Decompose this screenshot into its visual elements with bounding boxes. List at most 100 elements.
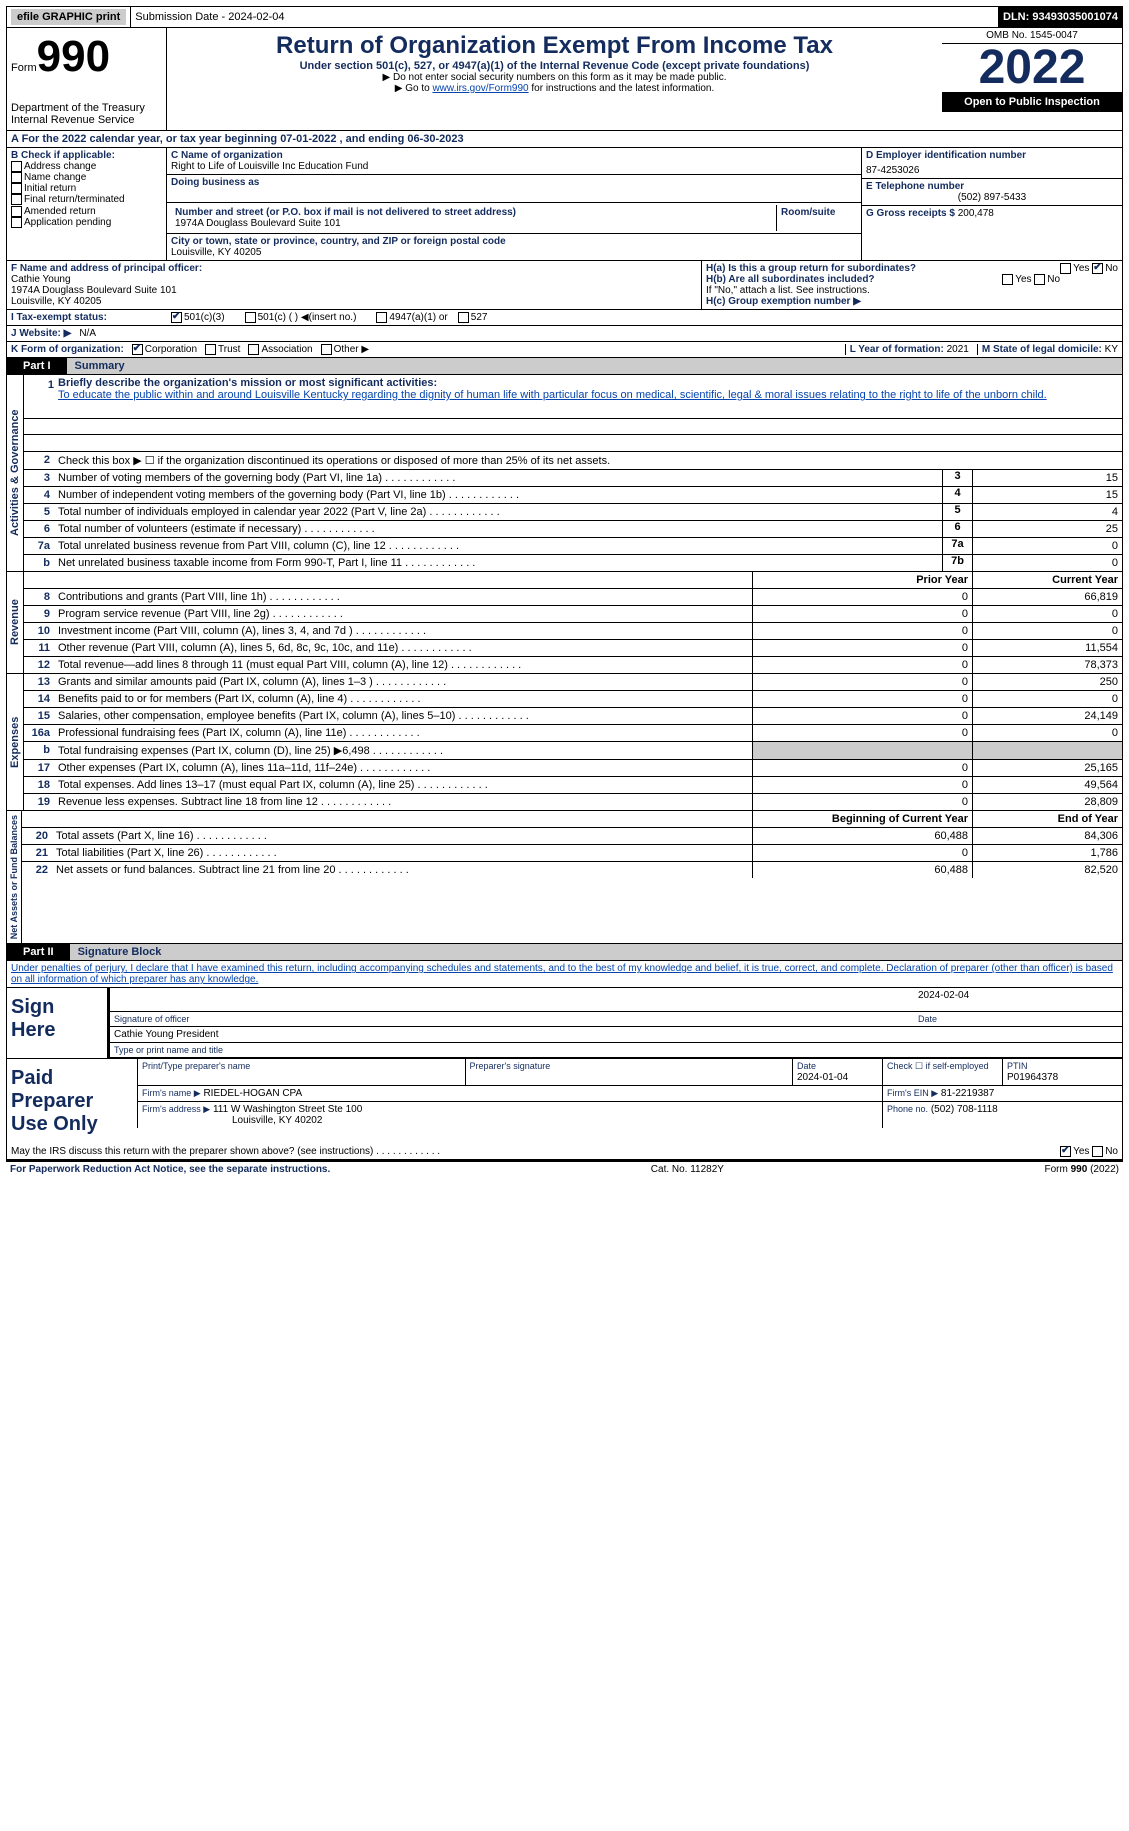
firm-city: Louisville, KY 40202	[232, 1115, 322, 1126]
check-other[interactable]	[321, 344, 332, 355]
ha-label: H(a) Is this a group return for subordin…	[706, 263, 916, 274]
prior-year-header: Prior Year	[752, 572, 972, 588]
irs-label: Internal Revenue Service	[11, 114, 162, 126]
form-note2-post: for instructions and the latest informat…	[531, 83, 714, 94]
tax-year-row: A For the 2022 calendar year, or tax yea…	[6, 131, 1123, 148]
state-domicile: KY	[1105, 344, 1118, 355]
check-corp[interactable]	[132, 344, 143, 355]
firm-phone-label: Phone no.	[887, 1104, 928, 1114]
firm-ein: 81-2219387	[941, 1088, 994, 1099]
check-initial[interactable]	[11, 183, 22, 194]
check-name[interactable]	[11, 172, 22, 183]
box-m-label: M State of legal domicile:	[982, 344, 1105, 355]
check-4947[interactable]	[376, 312, 387, 323]
box-j-label: J Website: ▶	[11, 328, 71, 339]
box-l-label: L Year of formation:	[850, 344, 947, 355]
check-name-label: Name change	[24, 172, 86, 183]
line2: Check this box ▶ ☐ if the organization d…	[54, 452, 1122, 469]
line1-label: Briefly describe the organization's miss…	[58, 377, 437, 389]
officer-name-label: Type or print name and title	[107, 1043, 1122, 1058]
org-address: 1974A Douglass Boulevard Suite 101	[175, 218, 772, 229]
sig-officer-label: Signature of officer	[114, 1014, 918, 1024]
check-initial-label: Initial return	[24, 183, 76, 194]
discuss-no[interactable]	[1092, 1146, 1103, 1157]
form-title: Return of Organization Exempt From Incom…	[175, 32, 934, 60]
discuss-label: May the IRS discuss this return with the…	[11, 1146, 373, 1157]
begin-year-header: Beginning of Current Year	[752, 811, 972, 827]
check-address-label: Address change	[24, 161, 96, 172]
org-city: Louisville, KY 40205	[171, 247, 857, 258]
box-b-label: B Check if applicable:	[11, 150, 162, 161]
check-trust[interactable]	[205, 344, 216, 355]
year-formation: 2021	[947, 344, 969, 355]
website-value: N/A	[79, 328, 96, 339]
phone-value: (502) 897-5433	[866, 192, 1118, 203]
gross-label: G Gross receipts $	[866, 208, 958, 219]
box-c-name-label: C Name of organization	[171, 150, 857, 161]
officer-addr: 1974A Douglass Boulevard Suite 101	[11, 285, 697, 296]
tax-year-big: 2022	[942, 44, 1122, 92]
efile-button[interactable]: efile GRAPHIC print	[11, 9, 126, 25]
check-527[interactable]	[458, 312, 469, 323]
check-501c[interactable]	[245, 312, 256, 323]
ha-yes[interactable]	[1060, 263, 1071, 274]
gross-value: 200,478	[958, 208, 994, 219]
end-year-header: End of Year	[972, 811, 1122, 827]
footer-cat: Cat. No. 11282Y	[651, 1164, 724, 1175]
form-subtitle: Under section 501(c), 527, or 4947(a)(1)…	[175, 60, 934, 72]
prep-sig-label: Preparer's signature	[470, 1061, 551, 1071]
sig-date-label: Date	[918, 1014, 1118, 1024]
org-name: Right to Life of Louisville Inc Educatio…	[171, 161, 857, 172]
ptin-label: PTIN	[1007, 1061, 1028, 1071]
sign-here-label: Sign Here	[7, 988, 107, 1058]
mission-text: To educate the public within and around …	[58, 389, 1047, 401]
room-label: Room/suite	[781, 207, 835, 218]
open-inspection: Open to Public Inspection	[942, 92, 1122, 112]
officer-name: Cathie Young	[11, 274, 697, 285]
form-header: Form 990 Department of the Treasury Inte…	[6, 28, 1123, 131]
dba-label: Doing business as	[171, 177, 857, 188]
discuss-yes[interactable]	[1060, 1146, 1071, 1157]
ein-label: D Employer identification number	[866, 150, 1118, 161]
footer-left: For Paperwork Reduction Act Notice, see …	[10, 1164, 330, 1175]
check-501c3[interactable]	[171, 312, 182, 323]
ein-value: 87-4253026	[866, 165, 1118, 176]
part1-num: Part I	[7, 358, 67, 374]
hb-no[interactable]	[1034, 274, 1045, 285]
irs-link[interactable]: www.irs.gov/Form990	[432, 83, 528, 94]
part2-num: Part II	[7, 944, 70, 960]
addr-label: Number and street (or P.O. box if mail i…	[175, 207, 772, 218]
firm-name-label: Firm's name ▶	[142, 1088, 201, 1098]
dept-treasury: Department of the Treasury	[11, 102, 162, 114]
prep-date: 2024-01-04	[797, 1072, 848, 1083]
firm-addr: 111 W Washington Street Ste 100	[213, 1104, 362, 1115]
gov-label: Activities & Governance	[7, 375, 24, 571]
check-final[interactable]	[11, 194, 22, 205]
current-year-header: Current Year	[972, 572, 1122, 588]
check-pending[interactable]	[11, 217, 22, 228]
ha-no[interactable]	[1092, 263, 1103, 274]
part2-title: Signature Block	[70, 944, 1122, 960]
form-note2-pre: ▶ Go to	[395, 83, 433, 94]
firm-addr-label: Firm's address ▶	[142, 1104, 210, 1114]
ptin-value: P01964378	[1007, 1072, 1058, 1083]
officer-city: Louisville, KY 40205	[11, 296, 697, 307]
form-word: Form	[11, 62, 37, 74]
hb-yes[interactable]	[1002, 274, 1013, 285]
check-address[interactable]	[11, 161, 22, 172]
phone-label: E Telephone number	[866, 181, 1118, 192]
exp-label: Expenses	[7, 674, 24, 810]
hb-note: If "No," attach a list. See instructions…	[706, 285, 1118, 296]
check-amended[interactable]	[11, 206, 22, 217]
box-k-label: K Form of organization:	[11, 344, 124, 355]
sig-date: 2024-02-04	[918, 990, 1118, 1009]
check-amended-label: Amended return	[24, 206, 96, 217]
check-assoc[interactable]	[248, 344, 259, 355]
prep-date-label: Date	[797, 1061, 816, 1071]
form-number: 990	[37, 32, 110, 82]
firm-phone: (502) 708-1118	[931, 1104, 998, 1115]
rev-label: Revenue	[7, 572, 24, 673]
officer-print-name: Cathie Young President	[107, 1027, 1122, 1043]
net-label: Net Assets or Fund Balances	[7, 811, 22, 943]
dln: DLN: 93493035001074	[1003, 11, 1118, 23]
